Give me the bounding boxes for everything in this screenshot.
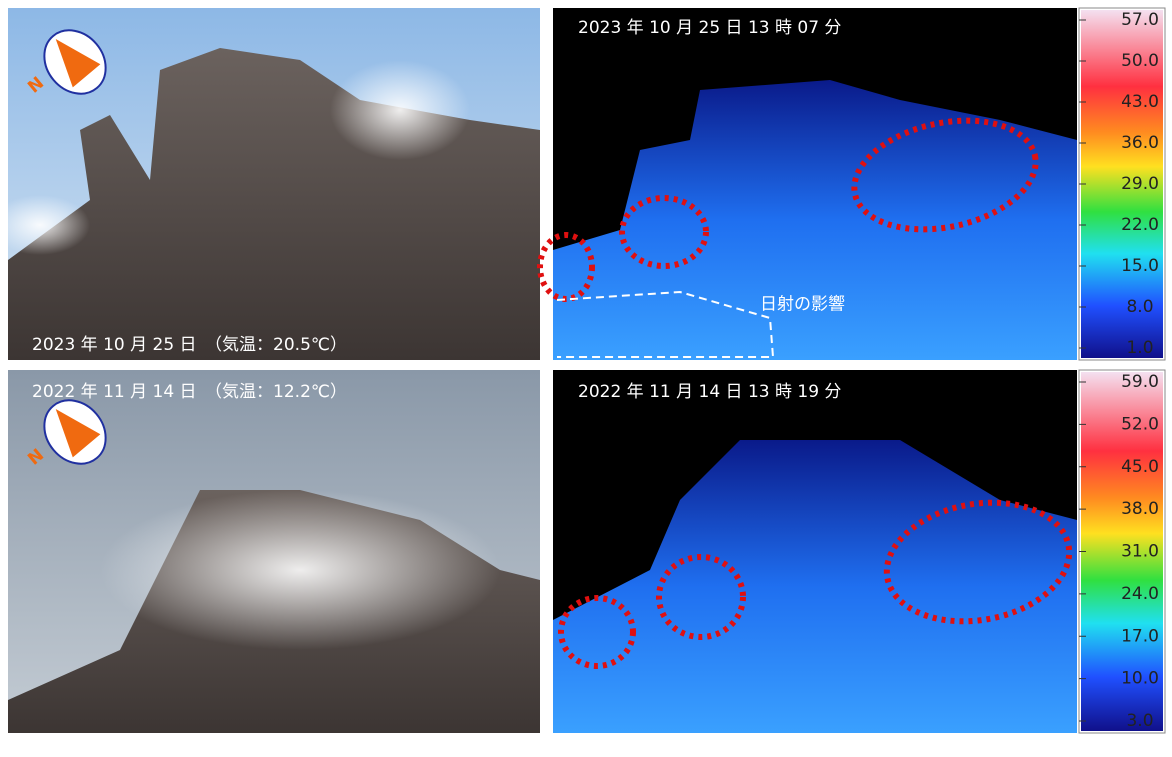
scale-label: 3.0 [1126, 711, 1153, 731]
steam [100, 490, 500, 650]
scale-label: 10.0 [1121, 669, 1159, 689]
scale-label: 15.0 [1121, 256, 1159, 276]
hotspot-marks [537, 117, 1073, 669]
scale-label: 50.0 [1121, 51, 1159, 71]
color-scale [1081, 10, 1163, 358]
timestamp: 2022 年 11 月 14 日 13 時 19 分 [578, 382, 841, 402]
scale-label: 8.0 [1126, 297, 1153, 317]
scale-label: 22.0 [1121, 215, 1159, 235]
caption: 2023 年 10 月 25 日 （気温：20.5℃） [32, 335, 347, 355]
scale-label: 24.0 [1121, 584, 1159, 604]
scale-label: 1.0 [1126, 338, 1153, 358]
compass [43, 399, 107, 465]
scale-label: 43.0 [1121, 92, 1159, 112]
compass [43, 29, 107, 95]
caption: 2022 年 11 月 14 日 （気温：12.2℃） [32, 382, 347, 402]
solar-area [556, 290, 775, 358]
scale-label: 29.0 [1121, 174, 1159, 194]
scale-label: 59.0 [1121, 372, 1159, 392]
scale-label: 57.0 [1121, 10, 1159, 30]
color-scale [1081, 372, 1163, 731]
thermal-rock [553, 80, 1077, 360]
scale-label: 45.0 [1121, 457, 1159, 477]
steam [0, 195, 90, 255]
scale-label: 52.0 [1121, 414, 1159, 434]
scale-label: 31.0 [1121, 542, 1159, 562]
scale-label: 36.0 [1121, 133, 1159, 153]
timestamp: 2023 年 10 月 25 日 13 時 07 分 [578, 18, 841, 38]
steam [330, 60, 470, 160]
annotation: 日射の影響 [760, 295, 845, 315]
scale-label: 38.0 [1121, 499, 1159, 519]
scale-label: 17.0 [1121, 626, 1159, 646]
